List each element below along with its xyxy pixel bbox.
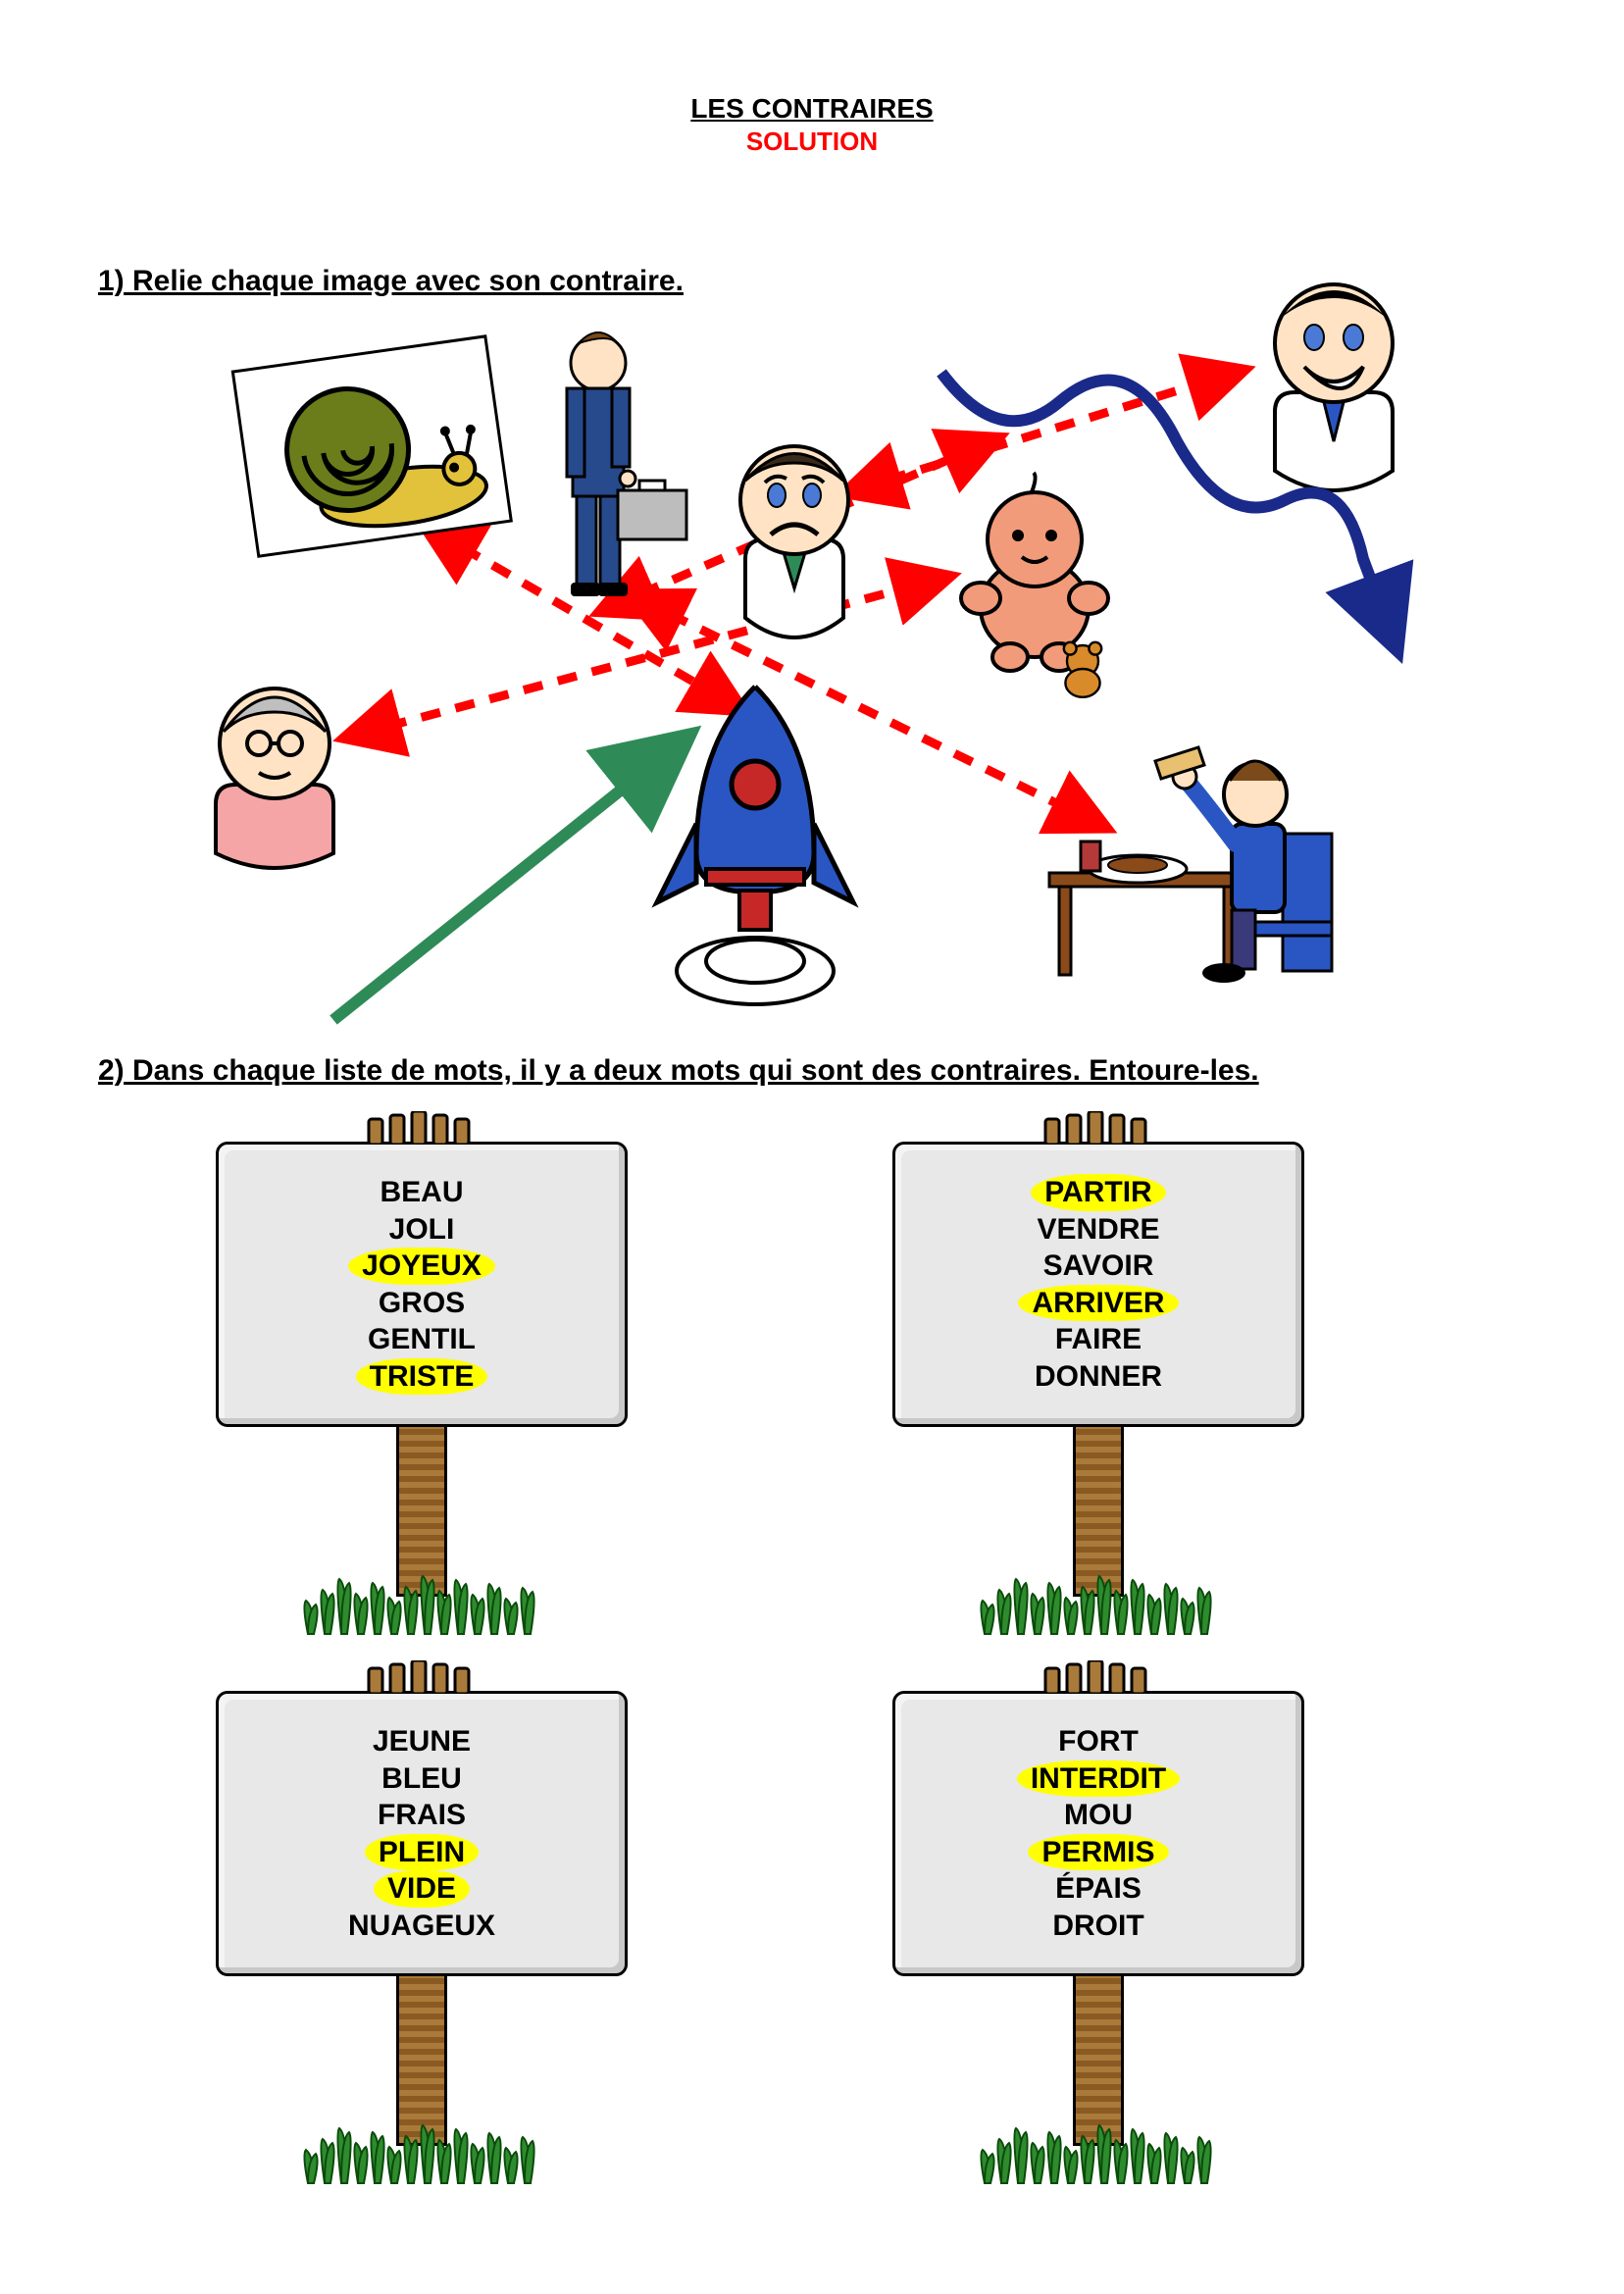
- sign-top-nubs: [363, 1660, 481, 1694]
- sign-word: FORT: [1058, 1723, 1139, 1760]
- sign-word: ÉPAIS: [1055, 1870, 1142, 1908]
- sign-word: VIDE: [374, 1870, 470, 1908]
- sad-face-icon: [740, 446, 848, 637]
- sign-word: GROS: [379, 1285, 465, 1322]
- sign-word: BEAU: [380, 1174, 463, 1211]
- sign-word: INTERDIT: [1017, 1760, 1180, 1798]
- businessman-icon: [567, 332, 686, 596]
- rocket-icon: [657, 687, 853, 1004]
- sign-top-nubs: [1040, 1660, 1157, 1694]
- exercise1-instruction: 1) Relie chaque image avec son contraire…: [98, 265, 684, 298]
- sign-top-nubs: [363, 1111, 481, 1145]
- exercise2-area: BEAUJOLIJOYEUXGROSGENTILTRISTE PARTIRVEND…: [127, 1108, 1497, 2217]
- green-arrow-icon: [333, 745, 677, 1020]
- sign-word: NUAGEUX: [348, 1908, 495, 1945]
- sign-word: FAIRE: [1055, 1321, 1142, 1358]
- sign-1: BEAUJOLIJOYEUXGROSGENTILTRISTE: [216, 1108, 628, 1638]
- sign-word: JOYEUX: [348, 1248, 495, 1285]
- grass-icon: [971, 1569, 1226, 1638]
- sign-plate: FORTINTERDITMOUPERMISÉPAISDROIT: [892, 1691, 1304, 1976]
- grass-icon: [294, 1569, 549, 1638]
- grass-icon: [971, 2118, 1226, 2187]
- sign-word: MOU: [1064, 1797, 1133, 1834]
- sign-2: PARTIRVENDRESAVOIRARRIVERFAIREDONNER: [892, 1108, 1304, 1638]
- sign-word: FRAIS: [378, 1797, 466, 1834]
- sign-word: DONNER: [1035, 1358, 1162, 1396]
- sign-plate: BEAUJOLIJOYEUXGROSGENTILTRISTE: [216, 1142, 628, 1427]
- page: LES CONTRAIRES SOLUTION 1) Relie chaque …: [0, 0, 1624, 2294]
- sign-word: PERMIS: [1028, 1834, 1168, 1871]
- sign-word: VENDRE: [1037, 1211, 1159, 1249]
- page-subtitle: SOLUTION: [0, 127, 1624, 157]
- sign-4: FORTINTERDITMOUPERMISÉPAISDROIT: [892, 1657, 1304, 2187]
- exercise1-stage: [127, 314, 1497, 1020]
- sign-word: TRISTE: [356, 1358, 488, 1396]
- exercise1-svg: [127, 314, 1497, 1020]
- sign-word: BLEU: [381, 1760, 462, 1798]
- exercise2-instruction: 2) Dans chaque liste de mots, il y a deu…: [98, 1054, 1259, 1088]
- sign-top-nubs: [1040, 1111, 1157, 1145]
- sign-word: PARTIR: [1031, 1174, 1165, 1211]
- sign-plate: JEUNEBLEUFRAISPLEINVIDENUAGEUX: [216, 1691, 628, 1976]
- sign-plate: PARTIRVENDRESAVOIRARRIVERFAIREDONNER: [892, 1142, 1304, 1427]
- happy-face-icon: [1275, 284, 1393, 490]
- sign-word: JOLI: [389, 1211, 455, 1249]
- grass-icon: [294, 2118, 549, 2187]
- sign-word: SAVOIR: [1043, 1248, 1154, 1285]
- snail-icon: [232, 336, 511, 556]
- page-title: LES CONTRAIRES: [0, 93, 1624, 125]
- sign-word: JEUNE: [373, 1723, 471, 1760]
- sign-word: DROIT: [1052, 1908, 1143, 1945]
- sign-word: ARRIVER: [1018, 1285, 1178, 1322]
- sign-3: JEUNEBLEUFRAISPLEINVIDENUAGEUX: [216, 1657, 628, 2187]
- sign-word: GENTIL: [368, 1321, 476, 1358]
- eating-boy-icon: [1049, 747, 1332, 983]
- sign-word: PLEIN: [365, 1834, 479, 1871]
- old-lady-icon: [216, 688, 333, 868]
- title-block: LES CONTRAIRES SOLUTION: [0, 93, 1624, 157]
- baby-icon: [961, 473, 1108, 697]
